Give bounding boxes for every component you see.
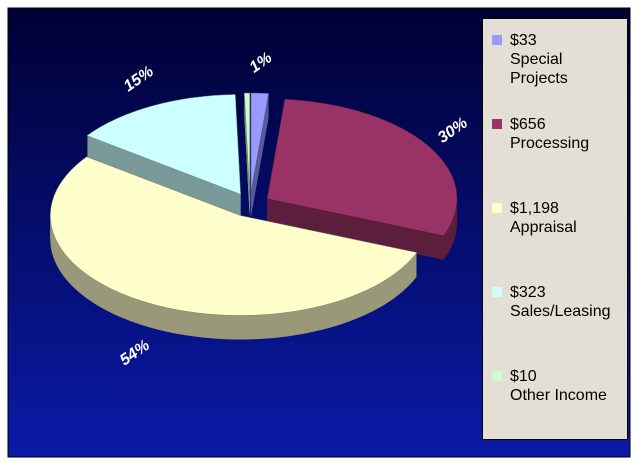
legend-swatch [492,371,502,381]
legend-swatch [492,119,502,129]
legend-text: $323 Sales/Leasing [510,283,622,321]
slice-top [266,98,458,237]
pie-slice [266,98,458,260]
pie-slice [50,156,418,340]
legend: $33 Special Projects $656 Processing $1,198 A… [482,18,628,440]
legend-value: $1,198 [510,200,559,217]
legend-text: $10 Other Income [510,367,622,405]
legend-swatch [492,35,502,45]
legend-value: $323 [510,284,546,301]
pie-slice [86,94,241,219]
legend-label: Sales/Leasing [510,303,611,320]
legend-text: $656 Processing [510,115,622,153]
legend-swatch [492,203,502,213]
legend-label: Processing [510,135,590,152]
legend-label: Other Income [510,387,607,404]
legend-label: Special Projects [510,51,568,87]
slice-top [86,94,241,195]
legend-value: $10 [510,368,537,385]
legend-text: $1,198 Appraisal [510,199,622,237]
legend-value: $33 [510,32,537,49]
legend-text: $33 Special Projects [510,31,622,88]
legend-swatch [492,287,502,297]
slice-top [244,92,250,194]
slice-top [50,156,418,316]
pie-slice [244,92,250,218]
pie-slice [250,92,269,218]
slice-top [250,92,269,194]
legend-value: $656 [510,116,546,133]
legend-label: Appraisal [510,219,577,236]
